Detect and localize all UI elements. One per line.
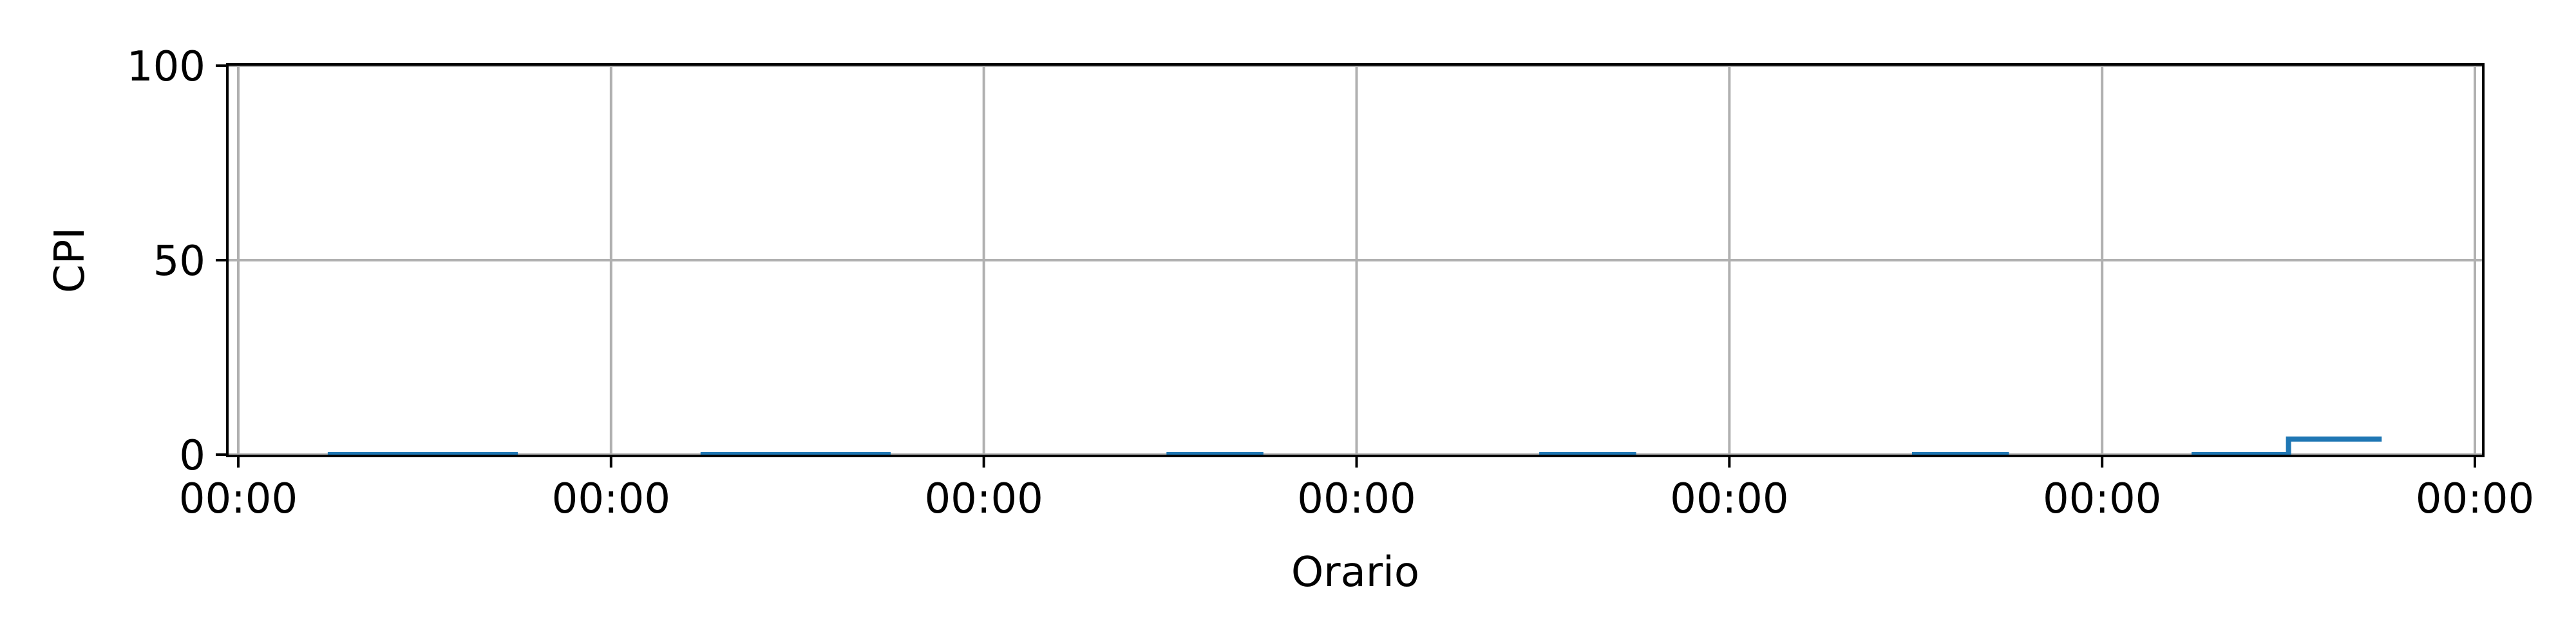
x-tick-label: 00:00 — [924, 475, 1043, 523]
x-tick-label: 00:00 — [1670, 475, 1788, 523]
axis-ticks: 00:00 00:00 00:00 00:00 00:00 00:00 00:0005010… — [127, 43, 2534, 523]
y-tick-label: 0 — [179, 432, 205, 480]
x-tick-label: 00:00 — [2043, 475, 2161, 523]
x-axis-label: Orario — [1291, 549, 1419, 596]
x-tick-label: 00:00 — [179, 475, 298, 523]
y-tick-label: 50 — [153, 238, 205, 285]
x-tick-label: 00:00 — [2416, 475, 2534, 523]
y-axis-label: CPI — [46, 227, 94, 293]
x-tick-label: 00:00 — [552, 475, 670, 523]
y-tick-label: 100 — [127, 43, 205, 91]
x-tick-label: 00:00 — [1297, 475, 1416, 523]
